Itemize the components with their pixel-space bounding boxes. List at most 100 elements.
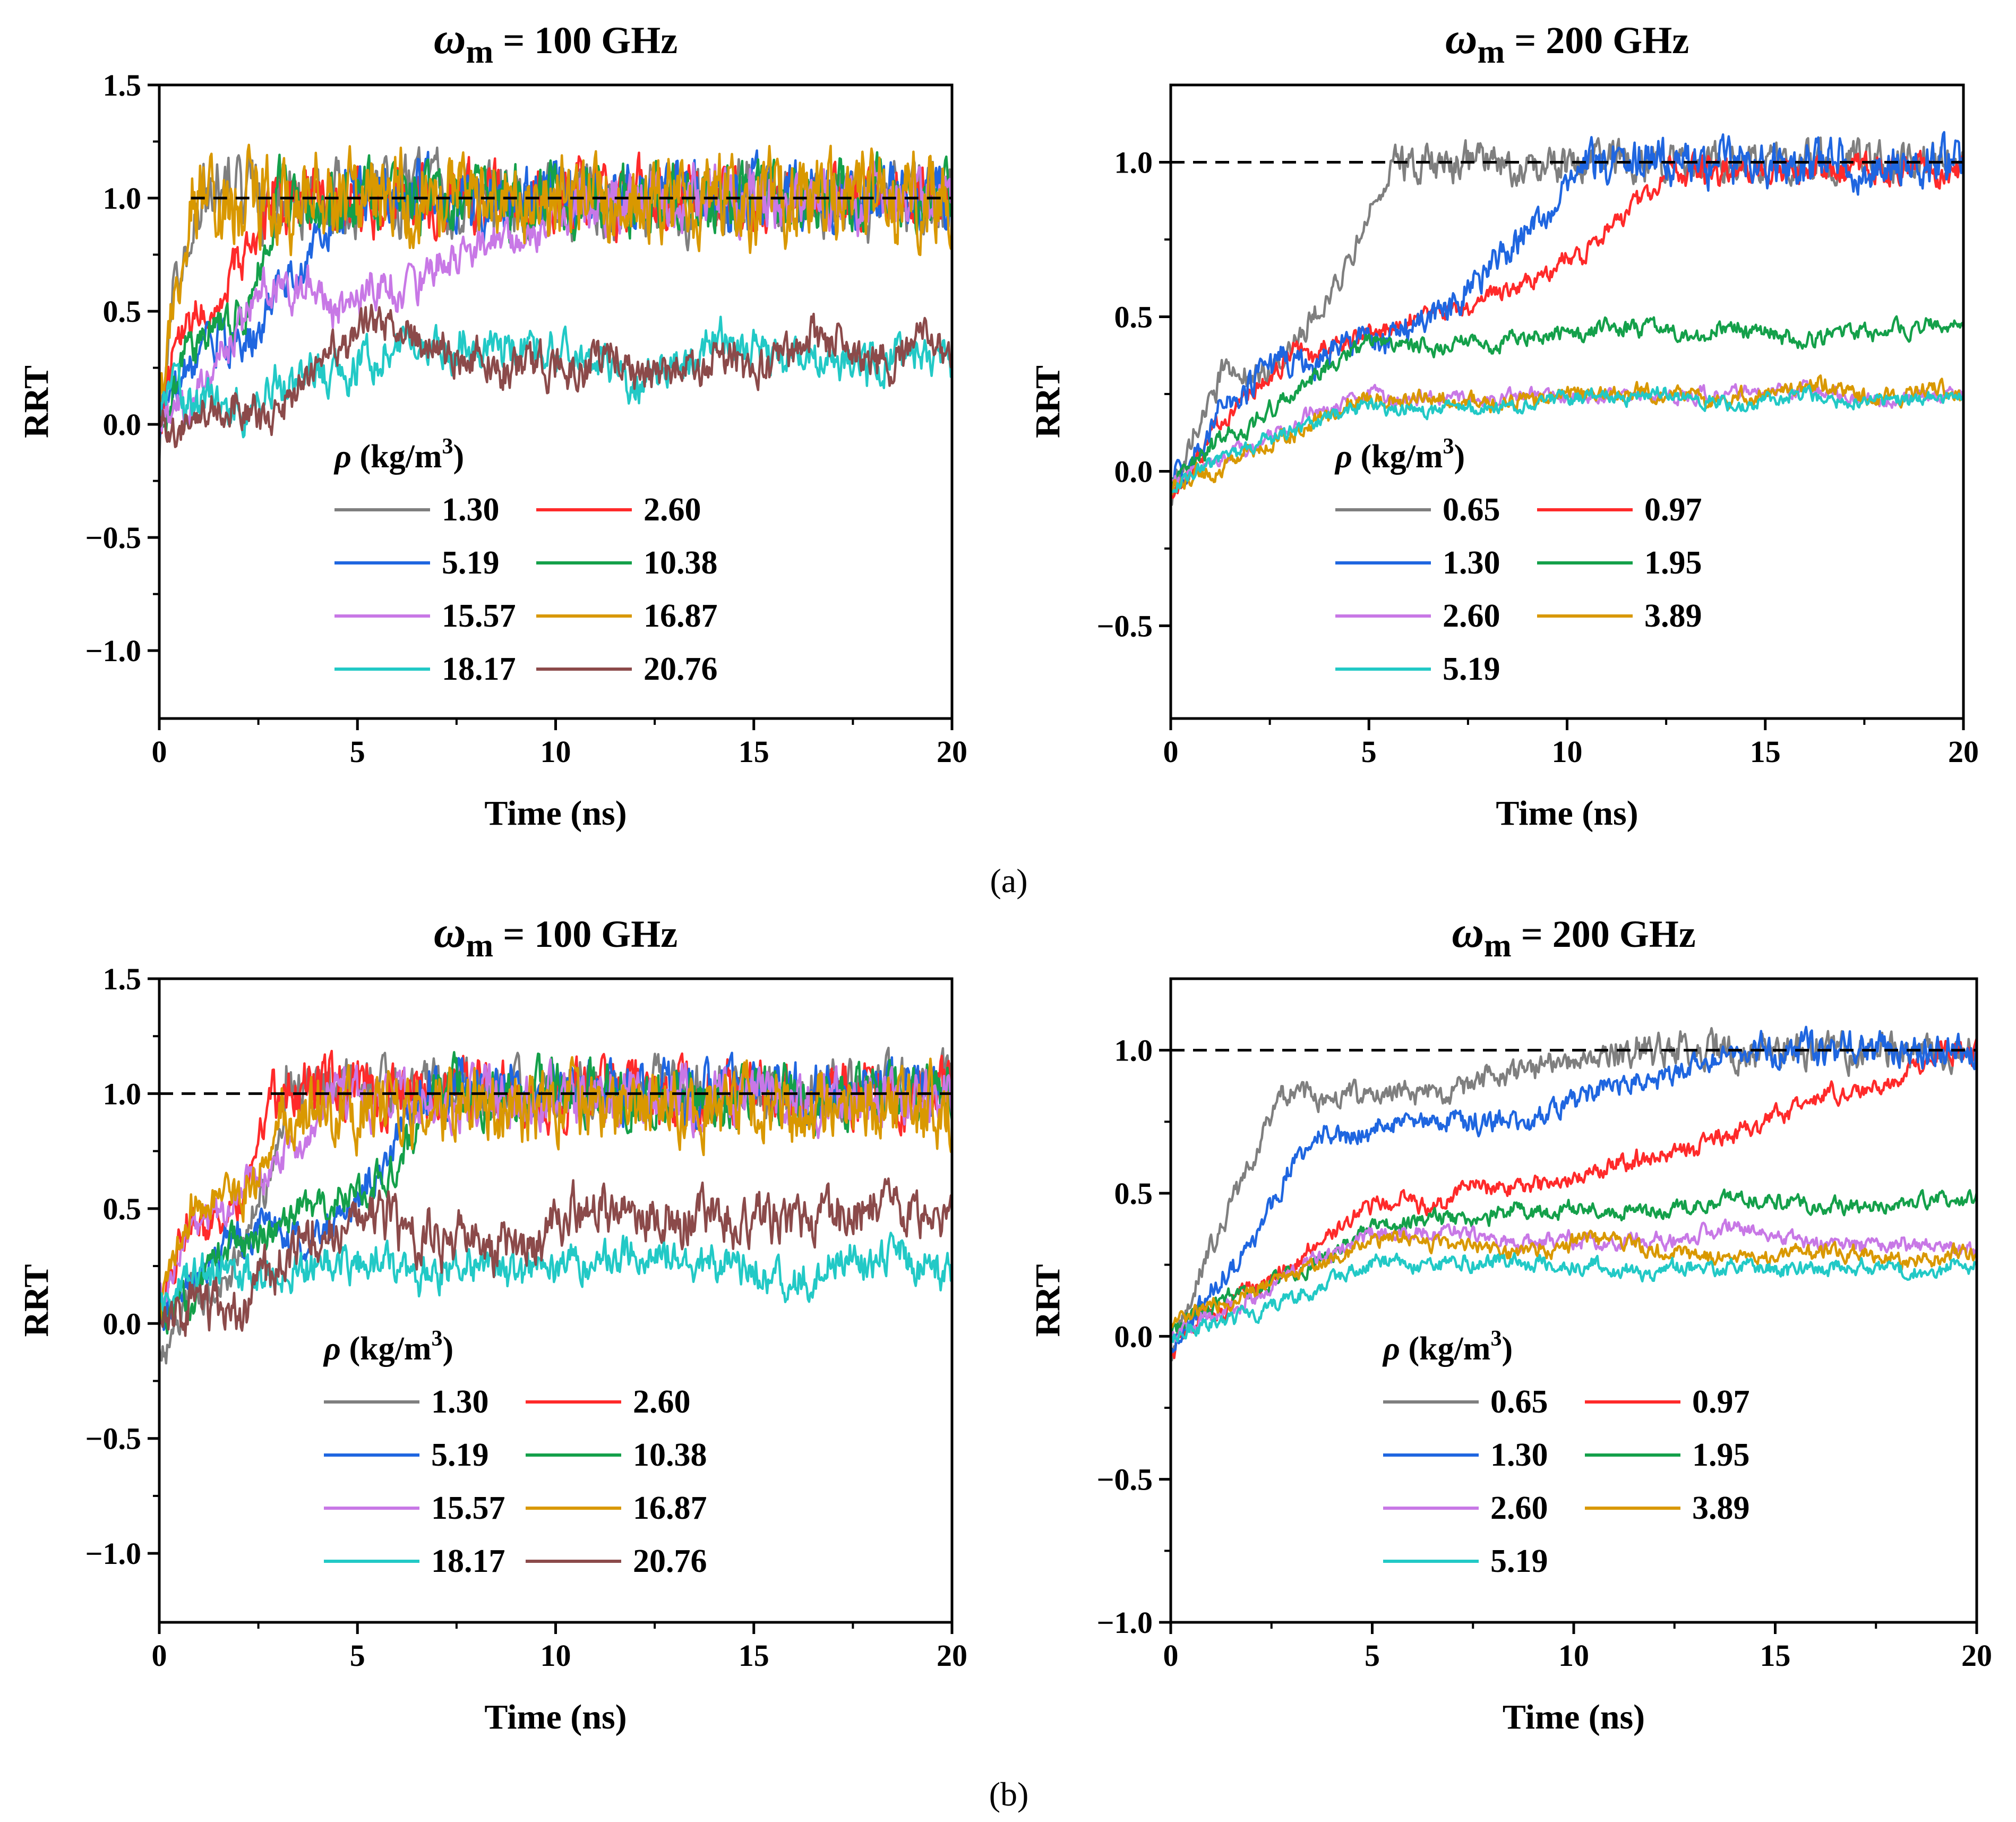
chart-b-100-xtick-label-0: 0: [152, 1638, 167, 1673]
chart-b-200-ytick-label-4: 1.0: [1114, 1033, 1153, 1068]
chart-b-200-series-line-0-97: [1171, 1038, 1977, 1359]
chart-a-200-ytick-label-0: −0.5: [1096, 609, 1153, 643]
chart-a-200-series-line-1-95: [1171, 315, 1963, 486]
chart-b-200-title-subscript: m: [1484, 928, 1512, 964]
chart-b-100-legend-title-symbol: ρ: [323, 1331, 341, 1367]
chart-b-100-series-line-20-76: [159, 1177, 952, 1337]
chart-a-100-legend-title: ρ (kg/m3): [333, 434, 464, 475]
chart-b-200-series-line-5-19: [1171, 1252, 1977, 1344]
chart-a-200-series-line-0-65: [1171, 136, 1963, 506]
chart-b-200-ytick-label-3: 0.5: [1114, 1176, 1153, 1211]
chart-a-200-xtick-label-2: 10: [1552, 734, 1583, 769]
chart-a-100-legend-label-2-60: 2.60: [644, 492, 701, 528]
chart-b-200-legend-label-2-60: 2.60: [1490, 1490, 1548, 1526]
chart-b-200-legend-title-symbol: ρ: [1382, 1331, 1400, 1367]
chart-a-200-xlabel: Time (ns): [1496, 794, 1638, 833]
chart-a-200-legend: ρ (kg/m3) 0.65 0.97 1.30 1.95 2.60 3.89 5.19: [1334, 434, 1702, 687]
chart-b-200-legend: ρ (kg/m3) 0.65 0.97 1.30 1.95 2.60 3.89 5.19: [1382, 1327, 1750, 1579]
chart-b-200-xtick-label-2: 10: [1558, 1638, 1589, 1673]
chart-a-200-xtick-label-3: 15: [1750, 734, 1781, 769]
chart-a-200-xtick-label-1: 5: [1361, 734, 1377, 769]
chart-a-100-legend-title-text: (kg/m: [351, 439, 442, 475]
chart-b-100-legend-label-18-17: 18.17: [431, 1543, 505, 1579]
chart-b-100-xtick-label-4: 20: [937, 1638, 967, 1673]
chart-b-100-title-rest: = 100 GHz: [493, 913, 677, 955]
chart-b-200-legend-label-3-89: 3.89: [1692, 1490, 1750, 1526]
panel-label-b: (b): [989, 1775, 1029, 1813]
chart-a-omega-100ghz: ωm = 100 GHz 0 5 10 15 20 −1.0 −0.5 0.0 0.5 1.0 1.5…: [17, 14, 967, 833]
chart-b-200-ytick-label-2: 0.0: [1114, 1319, 1153, 1354]
chart-a-100-xtick-label-4: 20: [937, 734, 967, 769]
chart-a-100-ytick-label-1: −0.5: [85, 520, 141, 555]
chart-a-omega-200ghz: ωm = 200 GHz 0 5 10 15 20 −0.5 0.0 0.5 1.0 Time (n…: [1028, 14, 1979, 833]
chart-a-100-legend-label-5-19: 5.19: [442, 545, 500, 581]
chart-b-200-xtick-label-4: 20: [1961, 1638, 1992, 1673]
chart-a-200-ytick-label-2: 0.5: [1114, 300, 1153, 334]
chart-a-200-legend-label-2-60: 2.60: [1443, 598, 1500, 634]
chart-b-100-series-group: [159, 1046, 952, 1365]
chart-a-200-series-group: [1171, 131, 1963, 506]
chart-a-100-legend-label-18-17: 18.17: [442, 651, 516, 687]
chart-b-200-title: ωm = 200 GHz: [1452, 908, 1695, 964]
chart-a-100-ytick-label-2: 0.0: [103, 407, 142, 442]
chart-b-100-legend-title-superscript: 3: [431, 1327, 442, 1351]
chart-b-200-title-symbol: ω: [1452, 908, 1484, 957]
chart-a-100-ytick-label-3: 0.5: [103, 294, 142, 329]
chart-a-200-legend-label-0-97: 0.97: [1644, 492, 1702, 528]
chart-b-100-title-symbol: ω: [434, 908, 466, 957]
chart-a-100-series-line-20-76: [159, 304, 952, 448]
chart-a-100-ytick-label-4: 1.0: [103, 181, 142, 216]
chart-b-100-xtick-label-3: 15: [739, 1638, 769, 1673]
chart-a-100-legend-label-16-87: 16.87: [644, 598, 718, 634]
chart-b-omega-200ghz: ωm = 200 GHz 0 5 10 15 20 −1.0 −0.5 0.0 0.5 1.0 Tim…: [1028, 908, 1992, 1737]
chart-b-200-title-rest: = 200 GHz: [1512, 913, 1696, 955]
chart-b-100-ytick-label-5: 1.5: [103, 962, 142, 996]
chart-b-100-series-line-16-87: [159, 1056, 952, 1325]
chart-a-200-legend-label-1-30: 1.30: [1443, 545, 1500, 581]
chart-a-100-xtick-label-2: 10: [541, 734, 571, 769]
chart-a-100-ytick-label-0: −1.0: [85, 634, 141, 668]
chart-b-100-title-subscript: m: [466, 928, 494, 964]
chart-b-200-series-line-1-30: [1171, 1025, 1977, 1355]
chart-b-200-legend-label-1-30: 1.30: [1490, 1437, 1548, 1473]
chart-b-100-legend-label-5-19: 5.19: [431, 1437, 489, 1473]
chart-b-200-ylabel: RRT: [1028, 1264, 1067, 1337]
chart-a-100-legend-label-20-76: 20.76: [644, 651, 718, 687]
chart-b-100-legend-label-15-57: 15.57: [431, 1490, 505, 1526]
chart-b-200-xtick-label-0: 0: [1163, 1638, 1179, 1673]
chart-a-200-legend-label-1-95: 1.95: [1644, 545, 1702, 581]
chart-b-200-legend-label-1-95: 1.95: [1692, 1437, 1750, 1473]
chart-b-200-legend-title-end: ): [1502, 1331, 1513, 1367]
chart-a-100-title-rest: = 100 GHz: [493, 19, 677, 62]
chart-b-200-legend-title: ρ (kg/m3): [1382, 1327, 1513, 1367]
chart-a-200-title: ωm = 200 GHz: [1445, 14, 1689, 70]
chart-a-100-legend-label-15-57: 15.57: [442, 598, 516, 634]
chart-b-100-legend-label-2-60: 2.60: [633, 1384, 691, 1420]
chart-b-200-series-line-1-95: [1171, 1188, 1977, 1338]
chart-a-100-title: ωm = 100 GHz: [434, 14, 677, 70]
chart-b-200-series-group: [1171, 1025, 1977, 1362]
chart-a-100-legend-title-end: ): [453, 439, 464, 475]
chart-b-200-legend-title-text: (kg/m: [1400, 1331, 1491, 1367]
chart-b-omega-100ghz: ωm = 100 GHz 0 5 10 15 20 −1.0 −0.5 0.0 0.5 1.0 1.5…: [17, 908, 967, 1737]
chart-b-200-legend-label-0-97: 0.97: [1692, 1384, 1750, 1420]
chart-a-100-xtick-label-0: 0: [152, 734, 167, 769]
chart-a-200-ylabel: RRT: [1028, 365, 1067, 438]
chart-b-100-legend-label-16-87: 16.87: [633, 1490, 707, 1526]
chart-a-200-legend-title-text: (kg/m: [1352, 439, 1443, 475]
chart-a-200-xtick-label-0: 0: [1163, 734, 1179, 769]
chart-a-200-legend-title-superscript: 3: [1443, 434, 1454, 459]
chart-b-100-legend: ρ (kg/m3) 1.30 2.60 5.19 10.38 15.57 16.87 18.1…: [323, 1327, 707, 1579]
chart-b-100-legend-title: ρ (kg/m3): [323, 1327, 453, 1367]
chart-a-200-legend-title-end: ): [1454, 439, 1465, 475]
panel-label-a: (a): [990, 862, 1027, 900]
chart-a-200-series-line-3-89: [1171, 374, 1963, 495]
chart-b-100-title: ωm = 100 GHz: [434, 908, 677, 964]
chart-a-200-ytick-label-3: 1.0: [1114, 145, 1153, 179]
chart-b-200-xtick-label-1: 5: [1365, 1638, 1380, 1673]
chart-b-200-legend-title-superscript: 3: [1490, 1327, 1502, 1351]
chart-b-200-legend-label-5-19: 5.19: [1490, 1543, 1548, 1579]
chart-a-200-legend-label-0-65: 0.65: [1443, 492, 1500, 528]
chart-b-200-ytick-label-0: −1.0: [1096, 1605, 1153, 1640]
